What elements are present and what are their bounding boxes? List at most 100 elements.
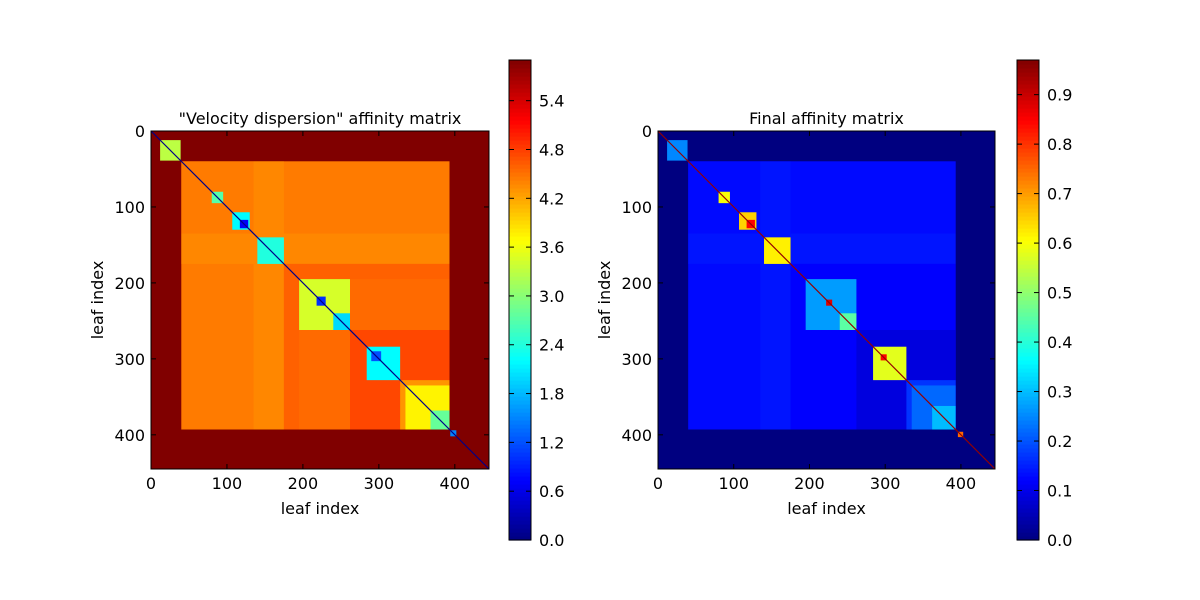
colorbar-1-segment [509,428,531,433]
colorbar-1-segment [509,516,531,521]
colorbar-1-tick-label: 1.2 [539,433,564,452]
colorbar-2-segment [1017,208,1039,213]
colorbar-2 [1016,59,1040,541]
colorbar-2-segment [1017,372,1039,377]
colorbar-1-segment [509,164,531,169]
colorbar-2-segment [1017,148,1039,153]
colorbar-2-segment [1017,256,1039,261]
colorbar-1-segment [509,220,531,225]
colorbar-1-segment [509,324,531,329]
colorbar-1-tick-label: 3.0 [539,287,564,306]
colorbar-2-segment [1017,380,1039,385]
colorbar-1-segment [509,328,531,333]
colorbar-1-segment [509,452,531,457]
x-tick-label-1: 300 [364,474,395,493]
colorbar-2-segment [1017,104,1039,109]
colorbar-1-segment [509,536,531,541]
colorbar-2-segment [1017,504,1039,509]
colorbar-2-tick-label: 0.3 [1047,383,1072,402]
colorbar-1-segment [509,440,531,445]
colorbar-1-segment [509,336,531,341]
colorbar-2-segment [1017,496,1039,501]
colorbar-2-segment [1017,308,1039,313]
colorbar-1-segment [509,304,531,309]
colorbar-2-segment [1017,408,1039,413]
colorbar-1-segment [509,260,531,265]
y-tick-label-1: 200 [114,274,145,293]
colorbar-2-segment [1017,388,1039,393]
y-tick-label-2: 0 [642,122,652,141]
colorbar-1-segment [509,252,531,257]
colorbar-1-segment [509,228,531,233]
colorbar-2-segment [1017,452,1039,457]
colorbar-1-segment [509,192,531,197]
colorbar-1-segment [509,132,531,137]
colorbar-1-segment [509,152,531,157]
colorbar-2-segment [1017,220,1039,225]
colorbar-1-segment [509,184,531,189]
colorbar-2-segment [1017,216,1039,221]
colorbar-1-segment [509,256,531,261]
colorbar-2-segment [1017,436,1039,441]
colorbar-2-segment [1017,64,1039,69]
colorbar-2-segment [1017,320,1039,325]
colorbar-1-segment [509,504,531,509]
colorbar-2-segment [1017,108,1039,113]
colorbar-1-segment [509,456,531,461]
colorbar-1-segment [509,128,531,133]
colorbar-2-segment [1017,272,1039,277]
colorbar-1-segment [509,316,531,321]
colorbar-2-segment [1017,76,1039,81]
colorbar-2-segment [1017,348,1039,353]
colorbar-1-segment [509,244,531,249]
colorbar-2-segment [1017,500,1039,505]
colorbar-2-segment [1017,384,1039,389]
colorbar-1-segment [509,224,531,229]
colorbar-2-tick-label: 0.1 [1047,482,1072,501]
colorbar-2-segment [1017,404,1039,409]
colorbar-1-tick-label: 0.0 [539,531,564,550]
colorbar-1-segment [509,312,531,317]
heatmap-panel-2 [657,130,996,470]
colorbar-2-segment [1017,176,1039,181]
colorbar-2-segment [1017,72,1039,77]
colorbar-2-tick-label: 0.4 [1047,333,1072,352]
colorbar-2-segment [1017,420,1039,425]
colorbar-1-segment [509,348,531,353]
colorbar-1-segment [509,120,531,125]
colorbar-2-segment [1017,204,1039,209]
colorbar-1-segment [509,416,531,421]
colorbar-1-segment [509,276,531,281]
colorbar-2-tick-label: 0.9 [1047,86,1072,105]
colorbar-2-segment [1017,212,1039,217]
colorbar-1-segment [509,392,531,397]
colorbar-1-segment [509,92,531,97]
colorbar-1-segment [509,308,531,313]
colorbar-2-segment [1017,448,1039,453]
colorbar-1-segment [509,444,531,449]
colorbar-1-segment [509,108,531,113]
colorbar-2-segment [1017,536,1039,541]
colorbar-2-tick-label: 0.0 [1047,531,1072,550]
colorbar-1-segment [509,116,531,121]
colorbar-1-segment [509,508,531,513]
colorbar-1-segment [509,520,531,525]
colorbar-2-segment [1017,168,1039,173]
colorbar-2-segment [1017,96,1039,101]
colorbar-1-segment [509,496,531,501]
colorbar-2-segment [1017,360,1039,365]
colorbar-2-segment [1017,68,1039,73]
colorbar-1-segment [509,280,531,285]
colorbar-1-segment [509,368,531,373]
colorbar-2-segment [1017,284,1039,289]
colorbar-1-segment [509,140,531,145]
colorbar-1-segment [509,404,531,409]
colorbar-1-segment [509,84,531,89]
colorbar-2-segment [1017,144,1039,149]
colorbar-1-segment [509,76,531,81]
colorbar-1-segment [509,212,531,217]
colorbar-1-segment [509,528,531,533]
colorbar-1-segment [509,240,531,245]
colorbar-2-segment [1017,304,1039,309]
colorbar-2-segment [1017,488,1039,493]
